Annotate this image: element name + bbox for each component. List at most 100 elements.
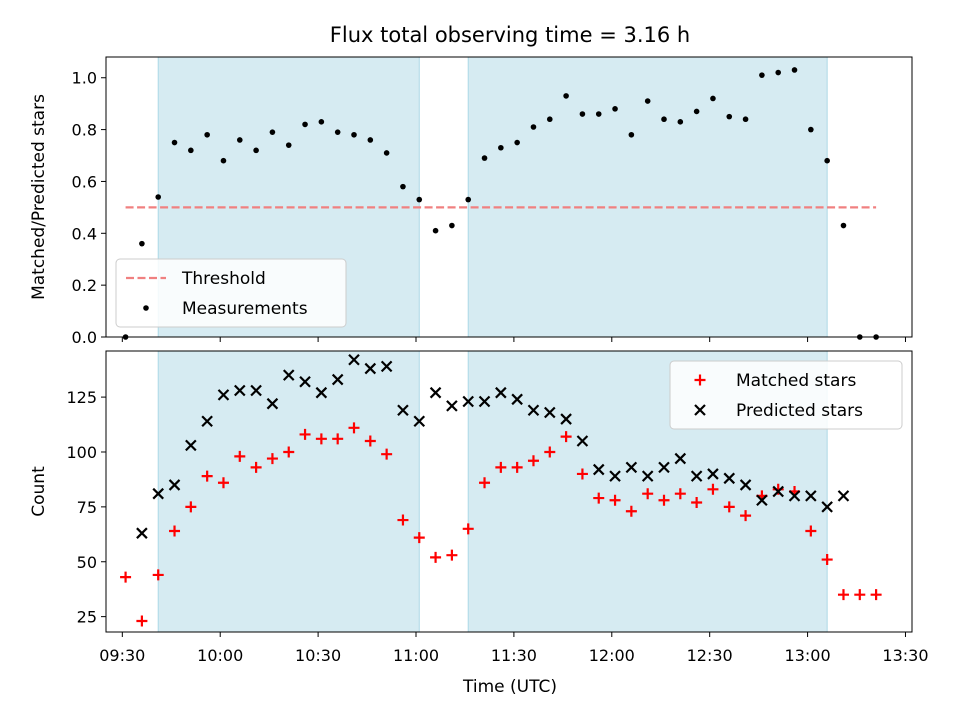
data-point [609,470,621,482]
data-point [658,494,670,506]
data-point [188,147,194,154]
data-point [462,523,474,535]
data-point [201,470,213,482]
data-point [299,428,311,440]
data-point [250,384,262,397]
data-point [282,369,295,381]
data-point [315,386,328,399]
data-point [576,468,588,480]
data-point [331,373,344,386]
legend-label: Measurements [182,299,308,319]
data-point [139,240,145,247]
data-point [837,490,850,502]
x-tick-label: 12:00 [589,646,635,665]
data-point [756,494,768,507]
data-point [775,69,782,76]
data-point [739,479,752,491]
data-point [546,116,553,123]
data-point [285,142,292,148]
data-point [266,453,278,465]
data-point [400,183,406,190]
data-point [185,501,197,513]
data-point [805,525,817,537]
data-point [693,108,700,115]
data-point [364,362,377,375]
data-point [495,461,507,473]
data-point [742,116,749,123]
data-point [299,375,311,388]
data-point [283,446,295,458]
data-point [136,527,148,539]
data-point [152,487,164,500]
x-tick-label: 10:00 [197,646,243,665]
data-point [481,155,488,161]
data-point [413,532,425,544]
y-tick-label: 125 [66,388,97,407]
data-point [367,137,374,143]
x-tick-label: 13:00 [785,646,831,665]
data-point [658,461,670,474]
data-point [625,505,637,517]
y-tick-label: 0.4 [72,224,97,243]
data-point [234,450,246,462]
data-point [707,468,719,480]
data-point [429,386,442,399]
data-point [674,488,686,500]
data-point [595,111,602,117]
data-point [837,589,849,601]
data-point [348,422,360,434]
chart-title: Flux total observing time = 3.16 h [330,23,690,47]
data-point [168,479,181,491]
data-point [560,413,572,425]
data-point [498,144,504,151]
y-tick-label: 25 [77,608,97,627]
data-point [511,393,523,406]
data-point [204,131,210,138]
legend-label: Predicted stars [736,401,863,421]
data-point [821,501,833,513]
x-tick-label: 13:30 [882,646,928,665]
data-point [171,139,178,146]
data-point [824,157,830,164]
legend: Threshold Measurements [115,258,347,328]
data-point [723,501,735,513]
data-point [511,461,523,473]
data-point [217,389,230,401]
legend-swatch [694,404,706,416]
y-axis-label: Count [29,466,49,517]
legend-box [115,258,347,328]
legend-swatch [694,374,706,386]
data-point [560,431,572,443]
data-point [690,470,703,482]
legend-label: Threshold [181,269,266,289]
data-point [348,354,360,366]
y-tick-label: 1.0 [72,69,97,88]
data-point [642,488,654,500]
y-tick-label: 0.0 [72,328,97,347]
x-tick-label: 12:30 [687,646,733,665]
data-point [234,384,246,397]
data-point [527,455,539,467]
data-point [576,435,589,447]
data-point [201,415,213,428]
series-predicted-stars [136,354,850,539]
data-point [446,400,458,412]
data-point [479,477,491,489]
y-axis-label: Matched/Predicted stars [29,94,49,300]
data-point [302,121,308,128]
data-point [462,395,474,408]
data-point [808,126,814,133]
y-tick-label: 50 [77,553,97,572]
data-point [432,227,439,234]
data-point [266,397,279,410]
data-point [609,494,621,506]
data-point [220,157,227,164]
data-point [726,113,733,120]
data-point [446,549,458,561]
data-point [870,589,882,601]
data-point [788,490,801,502]
data-point [397,514,409,526]
legend-box [669,360,903,430]
data-point [315,433,327,445]
